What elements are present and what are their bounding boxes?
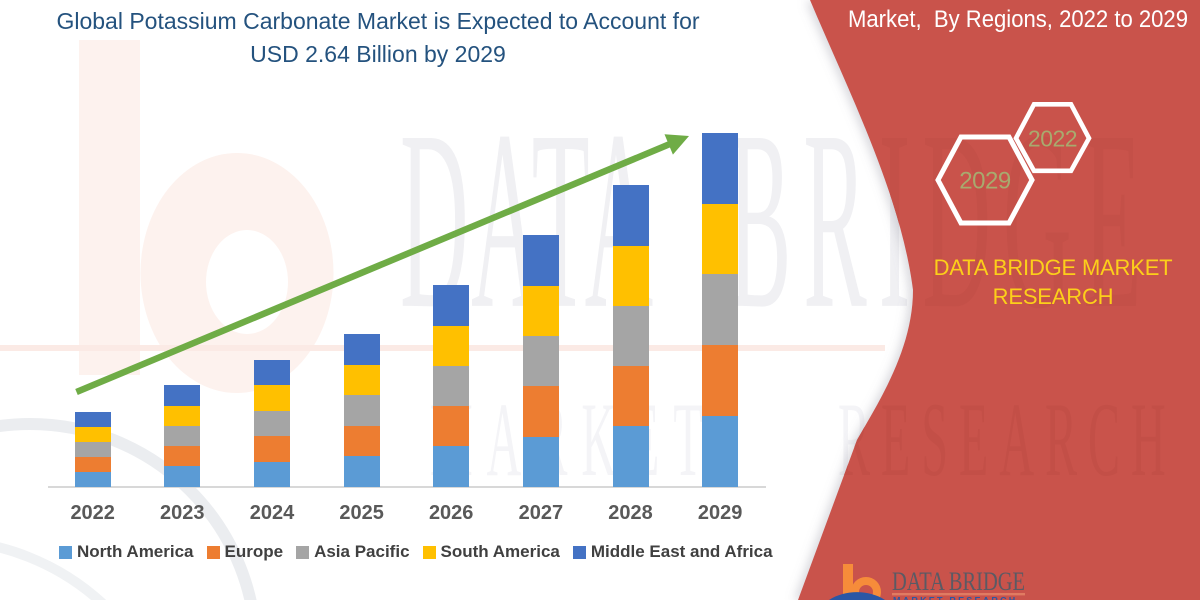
svg-text:2029: 2029 — [959, 168, 1011, 195]
svg-text:2022: 2022 — [1028, 126, 1077, 152]
svg-text:MARKET: MARKET — [430, 381, 717, 498]
svg-text:MARKET RESEARCH: MARKET RESEARCH — [893, 596, 1018, 600]
svg-text:RESEARCH: RESEARCH — [838, 381, 1177, 498]
svg-text:DATA BRIDGE: DATA BRIDGE — [892, 567, 1025, 596]
